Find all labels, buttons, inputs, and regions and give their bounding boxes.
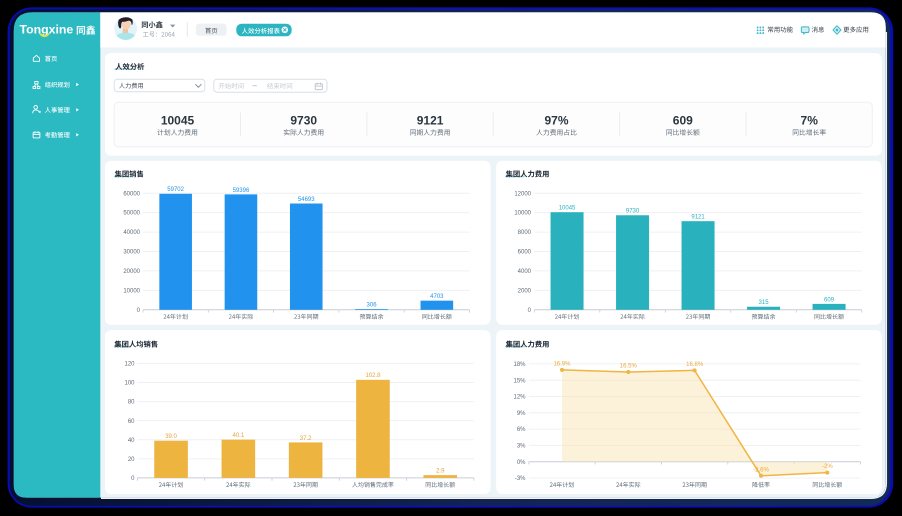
svg-text:6%: 6% <box>517 427 526 433</box>
svg-text:60000: 60000 <box>123 191 140 197</box>
svg-text:7%: 7% <box>801 113 819 127</box>
svg-text:0: 0 <box>137 308 141 314</box>
svg-text:9121: 9121 <box>691 215 705 221</box>
svg-text:18%: 18% <box>513 362 526 368</box>
svg-text:97%: 97% <box>544 113 568 127</box>
svg-text:102.8: 102.8 <box>365 373 381 379</box>
svg-text:40000: 40000 <box>123 230 140 236</box>
svg-text:6000: 6000 <box>518 250 532 256</box>
svg-text:0: 0 <box>131 476 135 482</box>
svg-text:16.5%: 16.5% <box>620 364 638 370</box>
svg-text:40.1: 40.1 <box>233 433 245 439</box>
svg-text:2.9: 2.9 <box>436 469 445 475</box>
svg-text:609: 609 <box>673 113 693 127</box>
svg-text:80: 80 <box>128 400 135 406</box>
svg-text:3%: 3% <box>517 444 526 450</box>
svg-text:16.9%: 16.9% <box>553 361 571 367</box>
svg-text:315: 315 <box>759 300 770 306</box>
svg-text:120: 120 <box>124 362 135 368</box>
svg-text:39.0: 39.0 <box>165 434 177 440</box>
svg-text:37.2: 37.2 <box>300 436 312 442</box>
svg-text:9121: 9121 <box>417 113 444 127</box>
svg-text:9730: 9730 <box>626 209 640 215</box>
svg-text:4000: 4000 <box>518 269 532 275</box>
svg-text:59396: 59396 <box>233 188 250 194</box>
svg-text:4703: 4703 <box>430 294 444 300</box>
svg-text:9%: 9% <box>517 411 526 417</box>
svg-text:-3%: -3% <box>515 476 526 482</box>
svg-text:15%: 15% <box>513 378 526 384</box>
svg-text:100: 100 <box>124 381 135 387</box>
svg-text:609: 609 <box>824 297 835 303</box>
svg-text:10045: 10045 <box>161 113 195 127</box>
svg-text:54693: 54693 <box>298 197 315 203</box>
svg-text:10000: 10000 <box>514 211 531 217</box>
svg-text:306: 306 <box>367 303 378 309</box>
svg-text:40: 40 <box>128 438 135 444</box>
svg-text:20: 20 <box>128 457 135 463</box>
svg-text:-2%: -2% <box>822 464 833 470</box>
svg-text:12%: 12% <box>513 395 526 401</box>
svg-text:2000: 2000 <box>518 288 532 294</box>
svg-text:60: 60 <box>128 419 135 425</box>
svg-text:30000: 30000 <box>123 250 140 256</box>
svg-text:59702: 59702 <box>167 187 184 193</box>
svg-text:50000: 50000 <box>123 211 140 217</box>
svg-text:10000: 10000 <box>123 288 140 294</box>
svg-text:20000: 20000 <box>123 269 140 275</box>
svg-text:0: 0 <box>528 308 532 314</box>
svg-text:8000: 8000 <box>518 230 532 236</box>
svg-text:0%: 0% <box>517 460 526 466</box>
svg-text:9730: 9730 <box>290 113 317 127</box>
svg-text:16.8%: 16.8% <box>686 362 704 368</box>
svg-text:12000: 12000 <box>514 191 531 197</box>
svg-text:10045: 10045 <box>559 206 576 212</box>
svg-text:-2.6%: -2.6% <box>753 467 769 473</box>
svg-text:Tongxine: Tongxine <box>20 23 74 37</box>
